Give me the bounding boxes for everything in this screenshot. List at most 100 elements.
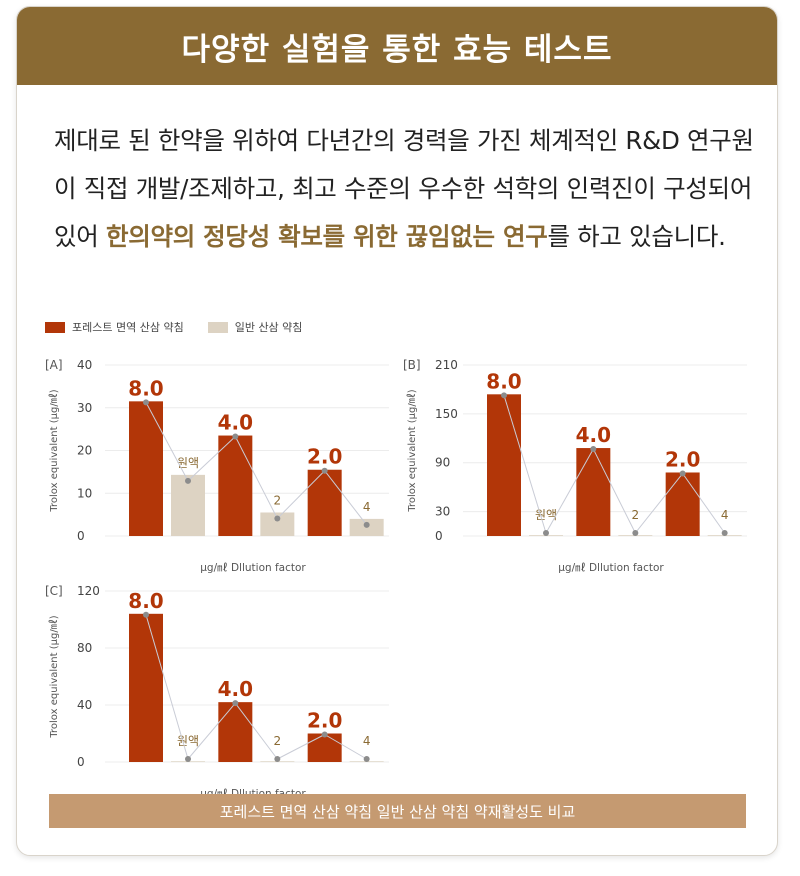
bar-general	[171, 474, 205, 536]
point-marker	[185, 756, 191, 762]
data-label-forest: 8.0	[128, 589, 163, 613]
data-label-forest: 4.0	[218, 677, 253, 701]
data-label-general: 원액	[535, 508, 557, 522]
point-marker	[543, 530, 549, 536]
point-marker	[590, 446, 597, 453]
trend-line	[324, 470, 368, 526]
point-marker	[632, 530, 639, 536]
data-label-forest: 4.0	[218, 411, 253, 435]
x-axis-label: μg/㎖ Dllution factor	[558, 562, 664, 574]
data-label-forest: 2.0	[307, 709, 342, 733]
y-tick-label: 90	[435, 456, 450, 470]
point-marker	[274, 515, 281, 522]
intro-paragraph: 제대로 된 한약을 위하여 다년간의 경력을 가진 체계적인 R&D 연구원이 …	[54, 117, 754, 261]
data-label-forest: 8.0	[486, 369, 521, 393]
y-axis-label: Trolox equivalent (μg/㎖)	[48, 615, 60, 738]
data-label-general: 4	[363, 500, 371, 514]
y-tick-label: 40	[77, 358, 92, 372]
intro-highlight: 한의약의 정당성 확보를 위한 끊임없는 연구	[105, 222, 548, 251]
point-marker	[721, 530, 728, 536]
bar-forest	[218, 702, 253, 762]
intro-text: 제대로 된 한약을 위하여 다년간의 경력을 가진 체계적인 R&D 연구원이 …	[54, 126, 754, 251]
chart-svg: [A] 0 10 20 30 40 Trolox equivalent (μg/㎖) μg/㎖…	[45, 358, 389, 574]
intro-text-end: 를 하고 있습니다.	[547, 222, 726, 251]
trend-line	[145, 614, 189, 760]
point-marker	[363, 756, 370, 762]
trend-line	[234, 702, 278, 760]
y-tick-label: 40	[77, 698, 92, 712]
y-tick-label: 30	[435, 505, 450, 519]
legend-label-forest: 포레스트 면역 산삼 약침	[72, 321, 184, 334]
point-marker	[363, 521, 370, 528]
data-label-general: 2	[274, 734, 282, 748]
trend-line	[682, 473, 726, 534]
data-label-general: 원액	[177, 456, 199, 470]
point-marker	[321, 467, 328, 474]
trend-line	[634, 473, 684, 534]
panel-label: [A]	[45, 358, 63, 372]
legend-item-general: 일반 산삼 약침	[207, 319, 303, 335]
point-marker	[321, 731, 328, 738]
data-label-forest: 2.0	[307, 445, 342, 469]
y-tick-label: 80	[77, 641, 92, 655]
bar-forest	[665, 472, 700, 536]
chart-panel-a: [A] 0 10 20 30 40 Trolox equivalent (μg/㎖) μg/㎖…	[37, 343, 407, 574]
chart-svg: [B] 0 30 90 150 210 Trolox equivalent (μg/㎖) μg…	[403, 358, 747, 574]
y-tick-label: 0	[77, 529, 85, 543]
trend-line	[592, 448, 636, 534]
trend-line	[145, 402, 189, 482]
data-label-forest: 2.0	[665, 447, 700, 471]
trend-line	[187, 702, 236, 760]
chart-legend: 포레스트 면역 산삼 약침 일반 산삼 약침	[45, 319, 326, 335]
trend-line	[187, 436, 236, 482]
bar-forest	[129, 613, 163, 762]
y-tick-label: 20	[77, 444, 92, 458]
point-marker	[143, 611, 149, 618]
bar-forest	[576, 448, 611, 536]
y-tick-label: 10	[77, 486, 92, 500]
y-tick-label: 30	[77, 401, 92, 415]
trend-line	[545, 448, 594, 534]
point-marker	[185, 477, 191, 484]
chart-panel-b: [B] 0 30 90 150 210 Trolox equivalent (μg/㎖) μg…	[395, 343, 765, 574]
effect-test-card: 다양한 실험을 통한 효능 테스트 제대로 된 한약을 위하여 다년간의 경력을…	[16, 6, 778, 856]
point-marker	[232, 433, 239, 440]
point-marker	[143, 399, 149, 406]
data-label-forest: 8.0	[128, 376, 163, 400]
section-title: 다양한 실험을 통한 효능 테스트	[17, 7, 777, 85]
bar-forest	[307, 733, 342, 762]
data-label-forest: 4.0	[576, 423, 611, 447]
comparison-caption: 포레스트 면역 산삼 약침 일반 산삼 약침 약재활성도 비교	[49, 794, 746, 828]
bar-forest	[487, 394, 521, 536]
y-tick-label: 150	[435, 407, 458, 421]
data-label-general: 2	[274, 493, 282, 507]
bar-general	[260, 512, 295, 536]
bar-forest	[218, 435, 253, 536]
trend-line	[277, 734, 325, 760]
trend-line	[324, 734, 367, 760]
point-marker	[679, 470, 686, 477]
data-label-general: 2	[632, 508, 640, 522]
data-label-general: 4	[721, 508, 729, 522]
trend-line	[503, 395, 547, 534]
y-axis-label: Trolox equivalent (μg/㎖)	[48, 389, 60, 512]
trend-line	[234, 436, 278, 519]
x-axis-label: μg/㎖ Dllution factor	[200, 562, 306, 574]
bar-forest	[307, 469, 342, 536]
legend-label-general: 일반 산삼 약침	[234, 321, 303, 334]
data-label-general: 원액	[177, 734, 199, 748]
y-tick-label: 0	[435, 529, 443, 543]
legend-swatch-forest	[45, 321, 65, 333]
panel-label: [C]	[45, 584, 63, 598]
bar-forest	[129, 401, 163, 536]
point-marker	[232, 700, 239, 707]
point-marker	[501, 392, 507, 399]
legend-item-forest: 포레스트 면역 산삼 약침	[45, 319, 184, 335]
y-tick-label: 120	[77, 584, 100, 598]
y-tick-label: 0	[77, 755, 85, 769]
data-label-general: 4	[363, 734, 371, 748]
point-marker	[274, 756, 281, 762]
panel-label: [B]	[403, 358, 421, 372]
